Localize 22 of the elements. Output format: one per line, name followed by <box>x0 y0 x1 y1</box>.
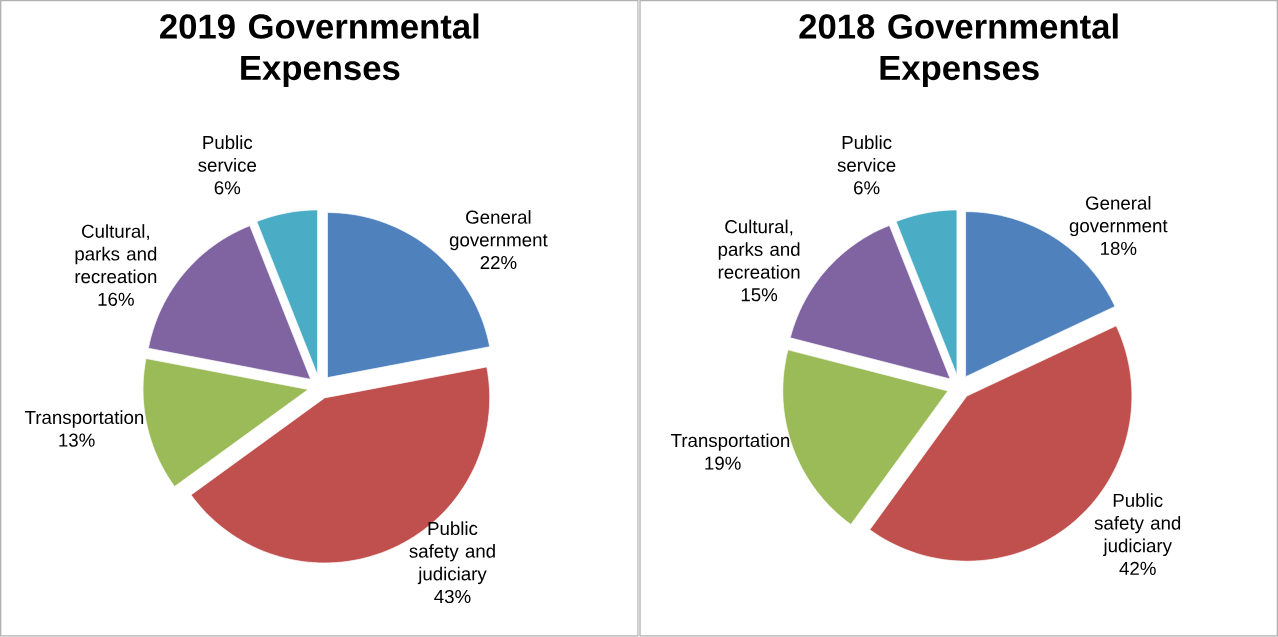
slice-label: Public service <box>198 135 257 172</box>
slice-label: Transportation <box>25 410 144 428</box>
slice-label: Public service <box>837 135 896 172</box>
data-label: 42% <box>1119 561 1156 576</box>
data-label: 18% <box>1101 241 1137 256</box>
data-label: 13% <box>59 433 95 447</box>
data-label: 43% <box>434 590 471 604</box>
data-label: 6% <box>214 181 241 195</box>
slice-label: Transportation <box>671 433 790 451</box>
slice-label: General government <box>1069 196 1168 237</box>
slice-label: Public safety and judiciary <box>1094 493 1181 557</box>
data-label: 16% <box>98 292 134 307</box>
data-label: 6% <box>854 181 880 195</box>
slice-label: Cultural, parks and recreation <box>75 224 157 284</box>
data-label: 15% <box>741 288 778 302</box>
data-label: 22% <box>480 256 517 270</box>
chart-title: 2019 Governmental Expenses <box>160 13 479 88</box>
chart-title: 2018 Governmental Expenses <box>799 13 1118 88</box>
slice-label: Public safety and judiciary <box>409 521 495 585</box>
slice-label: General government <box>449 210 548 251</box>
data-label: 19% <box>705 456 741 470</box>
slice-label: Cultural, parks and recreation <box>718 219 800 279</box>
